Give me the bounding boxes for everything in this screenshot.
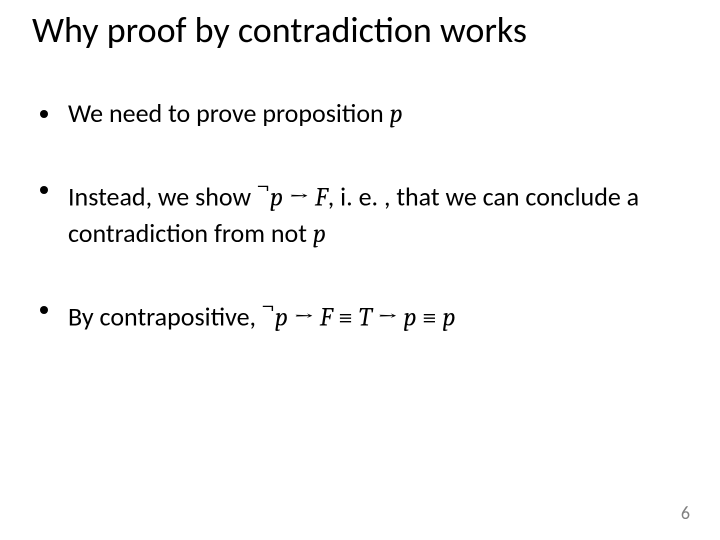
bullet-2-text: Instead, we show ¬p → F, i. e. , that we… (68, 172, 660, 252)
math-p: p (390, 99, 403, 129)
math-F: F (320, 302, 333, 332)
math-T: T (359, 302, 372, 332)
math-p: p (442, 302, 455, 332)
bullet-1-text-part: We need to prove proposition (68, 97, 390, 129)
bullet-2: Instead, we show ¬p → F, i. e. , that we… (40, 172, 660, 252)
bullet-dot-icon (40, 306, 48, 314)
math-F: F (315, 183, 328, 213)
bullet-dot-icon (40, 186, 48, 194)
math-p: p (275, 302, 288, 332)
math-p: p (270, 183, 283, 213)
math-not: ¬ (262, 294, 274, 321)
math-arrow: → (283, 183, 315, 213)
slide-body: We need to prove proposition p Instead, … (40, 96, 660, 335)
spacer (40, 252, 660, 292)
math-p: p (313, 219, 326, 249)
math-equiv: ≡ (333, 302, 359, 332)
math-equiv: ≡ (417, 302, 443, 332)
spacer (40, 132, 660, 172)
bullet-3-text: By contrapositive, ¬p → F ≡ T → p ≡ p (68, 292, 660, 336)
bullet-dot-icon (40, 110, 48, 118)
math-arrow: → (372, 302, 404, 332)
math-arrow: → (288, 302, 320, 332)
page-number: 6 (681, 502, 690, 524)
slide-title: Why proof by contradiction works (32, 8, 527, 52)
bullet-2-text-part: Instead, we show (68, 181, 257, 213)
slide: Why proof by contradiction works We need… (0, 0, 720, 540)
math-not: ¬ (257, 174, 269, 201)
bullet-1-text: We need to prove proposition p (68, 96, 660, 132)
bullet-3-text-part: By contrapositive, (68, 300, 262, 332)
bullet-3: By contrapositive, ¬p → F ≡ T → p ≡ p (40, 292, 660, 336)
bullet-1: We need to prove proposition p (40, 96, 660, 132)
math-p: p (404, 302, 417, 332)
